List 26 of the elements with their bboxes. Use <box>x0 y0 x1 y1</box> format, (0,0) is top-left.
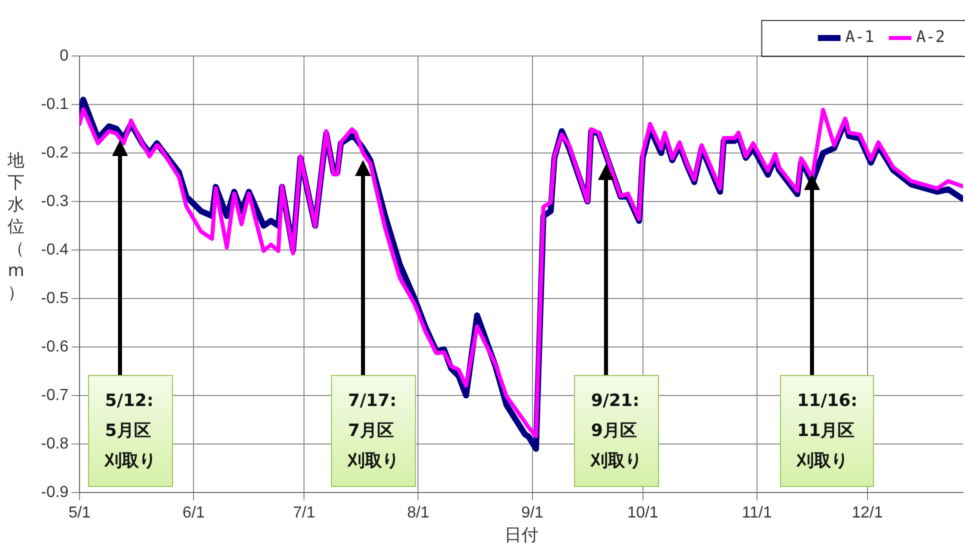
x-tick-label: 5/1 <box>68 504 91 522</box>
y-tick-label: 0 <box>60 47 69 64</box>
x-tick-label: 6/1 <box>182 504 205 522</box>
y-tick-label: -0.7 <box>40 386 69 404</box>
legend-label: A-1 <box>845 27 874 46</box>
annotation: 11/16:11月区刈取り <box>797 390 858 474</box>
y-tick-label: -0.5 <box>40 290 69 307</box>
y-tick-label: -0.2 <box>40 144 69 162</box>
x-axis-title: 日付 <box>504 525 538 544</box>
y-tick-label: -0.3 <box>40 192 69 210</box>
annotation: 7/17:7月区刈取り <box>348 390 399 474</box>
x-tick-label: 10/1 <box>627 504 658 522</box>
x-tick-label: 12/1 <box>852 504 883 522</box>
y-axis-title: 地下水位（m） <box>6 150 26 304</box>
x-tick-label: 9/1 <box>521 504 544 522</box>
y-tick-label: -0.9 <box>40 484 69 501</box>
x-tick-label: 8/1 <box>407 504 430 522</box>
annotation: 9/21:9月区刈取り <box>590 390 642 474</box>
y-tick-label: -0.1 <box>40 96 69 113</box>
annotation: 5/12:5月区刈取り <box>105 390 156 474</box>
x-tick-label: 11/1 <box>742 504 772 522</box>
x-tick-label: 7/1 <box>292 504 316 522</box>
y-tick-label: -0.4 <box>40 241 69 258</box>
y-tick-label: -0.6 <box>40 338 69 356</box>
y-tick-label: -0.8 <box>40 435 69 452</box>
legend-label: A-2 <box>916 27 946 46</box>
